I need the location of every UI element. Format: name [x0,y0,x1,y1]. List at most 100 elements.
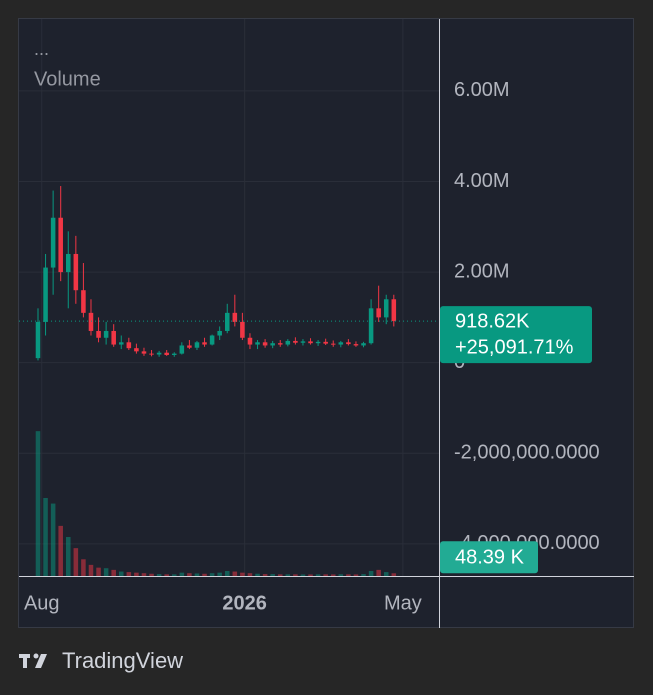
price-label-box [440,306,592,364]
volume-bar [126,572,132,576]
candle-body [247,337,253,345]
y-tick-label: -2,000,000.0000 [454,442,600,464]
volume-bar [96,567,101,576]
volume-bar [262,574,268,576]
candle-body [179,345,185,354]
y-tick-label: 6.00M [454,79,510,101]
volume-bar [194,573,200,576]
volume-bar [81,559,86,576]
change-label: +25,091.71% [455,336,574,358]
volume-bar [300,574,306,576]
candle-body [330,343,336,345]
logo [19,653,47,668]
volume-bar [376,569,381,576]
volume-bar [240,572,245,576]
candle-body [383,299,389,318]
candle-body [224,312,230,331]
volume-bar [293,574,298,576]
candle-body [361,343,366,346]
candle-body [232,312,238,322]
candle-body [111,330,116,345]
volume-bar [391,573,397,576]
volume-bar [73,548,79,576]
candle-body [209,335,215,345]
volume-bar [88,564,94,576]
volume-bar [149,573,154,576]
candle-body [141,351,147,354]
volume-label: 48.39 K [455,547,525,569]
candle-body [262,342,268,346]
candle-body [50,217,56,268]
candle-body [338,342,344,345]
volume-label-box [440,541,538,574]
volume-bar [43,498,48,576]
x-tick-label: May [384,592,422,614]
volume-bar [338,574,344,576]
candle-body [187,345,192,348]
volume-bar [209,573,215,576]
plot-area [19,186,439,576]
volume-bar [118,571,124,576]
volume-bar [232,571,238,576]
volume-bar [217,572,222,576]
candle-body [65,253,71,273]
volume-bar [35,431,41,576]
volume-bar [179,572,185,576]
volume-bar [255,573,260,576]
volume-bar [285,574,291,576]
volume-bar [50,503,56,576]
candle-body [134,348,139,352]
candle-body [391,299,397,322]
volume-bar [308,574,313,576]
brand-name: TradingView [62,648,183,673]
candle-body [217,330,222,336]
candle-body [171,353,177,355]
volume-bar [361,574,366,576]
volume-bar [156,574,162,576]
grid [19,19,439,576]
volume-bar [141,573,147,576]
volume-bar [330,574,336,576]
volume-bar [111,569,116,576]
volume-bar [187,573,192,576]
volume-bar [383,572,389,576]
volume-bar [346,574,351,576]
candle-body [35,321,41,359]
volume-bar [65,537,71,576]
x-tick-label: 2026 [222,592,267,614]
candle-body [308,341,313,344]
candle-body [103,330,109,338]
candle-body [376,308,381,318]
axes: 6.00M4.00M2.00M0-2,000,000.0000-4,000,00… [24,79,600,614]
candle-body [118,342,124,345]
candle-body [73,253,79,291]
candle-body [156,352,162,355]
volume-bar [103,568,109,576]
candle-body [58,217,63,273]
volume-bar [164,574,169,576]
volume-bar [277,574,283,576]
candle-body [353,344,359,346]
candle-body [323,341,328,344]
candle-body [368,308,374,344]
candle-body [164,352,169,355]
volume-bar [315,574,321,576]
candle-body [149,353,154,355]
x-tick-label: Aug [24,592,60,614]
candle-body [277,343,283,345]
volume-bar [247,573,253,576]
candle-body [293,340,298,343]
candle-body [300,341,306,343]
volume-bar [58,525,63,576]
volume-bar [202,573,207,576]
candle-body [346,342,351,345]
candle-body [88,312,94,331]
candle-body [126,342,132,349]
candle-body [43,267,48,322]
volume-bar [270,574,275,576]
candle-body [285,340,291,345]
y-tick-label: 2.00M [454,260,510,282]
legend-dots: ... [34,39,49,59]
